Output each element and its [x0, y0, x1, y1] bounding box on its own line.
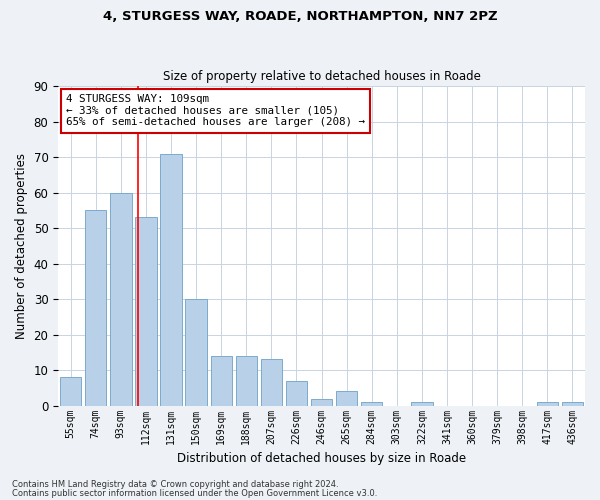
Bar: [60, 377, 82, 406]
Text: 4 STURGESS WAY: 109sqm
← 33% of detached houses are smaller (105)
65% of semi-de: 4 STURGESS WAY: 109sqm ← 33% of detached…: [66, 94, 365, 127]
Text: Contains public sector information licensed under the Open Government Licence v3: Contains public sector information licen…: [12, 488, 377, 498]
Bar: [336, 392, 358, 406]
X-axis label: Distribution of detached houses by size in Roade: Distribution of detached houses by size …: [177, 452, 466, 465]
Bar: [411, 402, 433, 406]
Bar: [110, 192, 131, 406]
Title: Size of property relative to detached houses in Roade: Size of property relative to detached ho…: [163, 70, 481, 84]
Bar: [211, 356, 232, 406]
Y-axis label: Number of detached properties: Number of detached properties: [15, 153, 28, 339]
Bar: [135, 218, 157, 406]
Bar: [85, 210, 106, 406]
Bar: [537, 402, 558, 406]
Bar: [361, 402, 382, 406]
Text: 4, STURGESS WAY, ROADE, NORTHAMPTON, NN7 2PZ: 4, STURGESS WAY, ROADE, NORTHAMPTON, NN7…: [103, 10, 497, 23]
Bar: [261, 360, 282, 406]
Bar: [185, 299, 207, 406]
Bar: [160, 154, 182, 406]
Bar: [236, 356, 257, 406]
Bar: [562, 402, 583, 406]
Text: Contains HM Land Registry data © Crown copyright and database right 2024.: Contains HM Land Registry data © Crown c…: [12, 480, 338, 489]
Bar: [286, 381, 307, 406]
Bar: [311, 398, 332, 406]
